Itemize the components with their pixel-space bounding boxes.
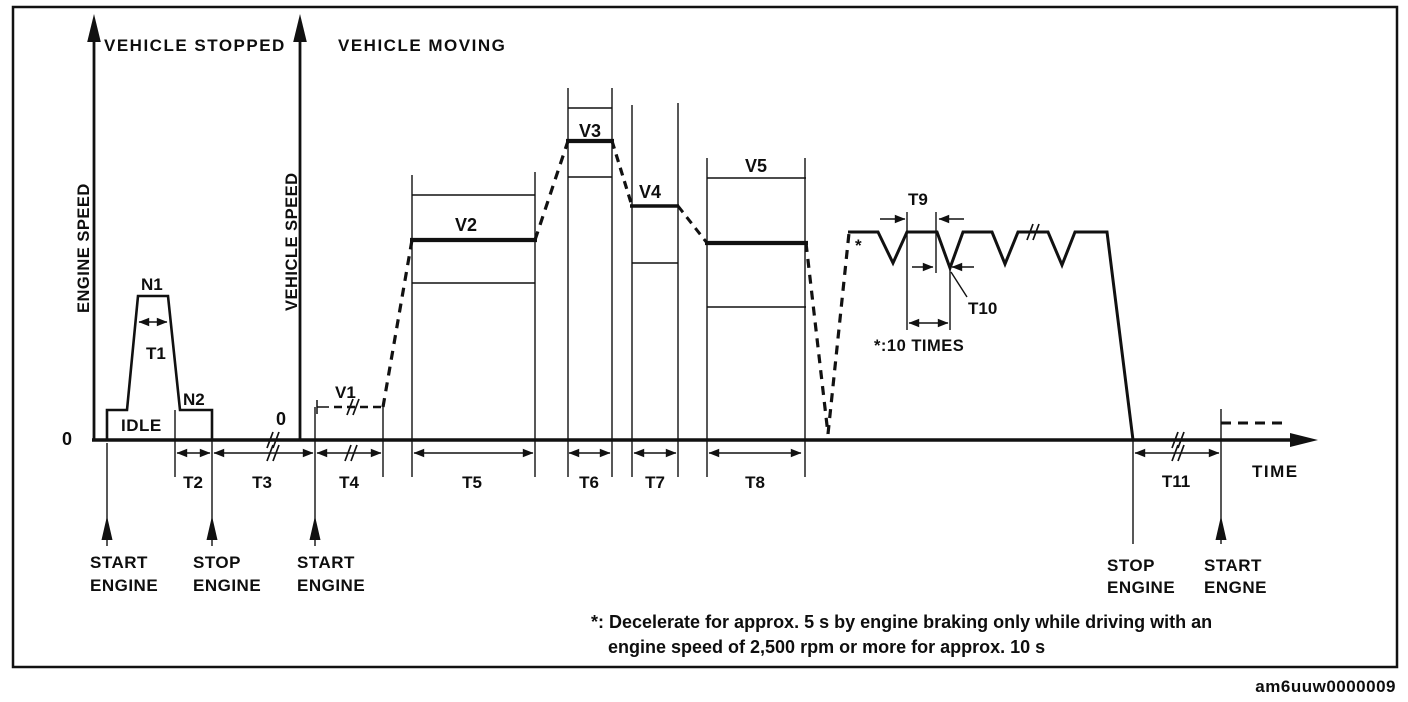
stop-engine-2-line2: ENGINE — [1107, 578, 1175, 597]
dimension-arrows — [138, 317, 1220, 458]
engine-speed-axis-arrow-icon — [87, 14, 101, 42]
start-engine-2-line1: START — [297, 553, 355, 572]
break-mark-strokes — [266, 223, 1185, 462]
event-labels: START ENGINE STOP ENGINE START ENGINE ST… — [90, 553, 1267, 597]
n2-label: N2 — [183, 390, 205, 409]
t9-label: T9 — [908, 190, 928, 209]
t1-label: T1 — [146, 344, 166, 363]
start-engine-3-line1: START — [1204, 556, 1262, 575]
braking-dimension-detail — [880, 212, 974, 330]
start-engine-1-line1: START — [90, 553, 148, 572]
figure-code: am6uuw0000009 — [1255, 677, 1396, 696]
engine-braking-zigzag — [848, 230, 1135, 441]
start-engine-3-line2: ENGNE — [1204, 578, 1267, 597]
t6-label: T6 — [579, 473, 599, 492]
v1-level-tick — [316, 400, 329, 414]
vehicle-speed-axis-arrow-icon — [293, 14, 307, 42]
engine-axis-origin-label: 0 — [62, 429, 72, 449]
t5-label: T5 — [462, 473, 482, 492]
t9-t10-tick-lines — [906, 212, 951, 330]
engine-speed-axis-label: ENGINE SPEED — [75, 183, 93, 313]
engine-speed-trace — [105, 294, 214, 440]
t3-label: T3 — [252, 473, 272, 492]
idle-label: IDLE — [121, 416, 162, 435]
stop-engine-1-line2: ENGINE — [193, 576, 261, 595]
footnote-line2: engine speed of 2,500 rpm or more for ap… — [608, 637, 1045, 657]
tolerance-band-lines — [412, 107, 806, 308]
v3-label: V3 — [579, 121, 601, 141]
ten-times-note-label: *:10 TIMES — [874, 337, 964, 355]
stop-engine-2-line1: STOP — [1107, 556, 1155, 575]
t10-leader-line — [950, 271, 968, 298]
t8-label: T8 — [745, 473, 765, 492]
n1-label: N1 — [141, 275, 163, 294]
time-axis-arrow-icon — [1290, 433, 1318, 447]
v4-label: V4 — [639, 182, 661, 202]
start-engine-2-line2: ENGINE — [297, 576, 365, 595]
vehicle-moving-label: VEHICLE MOVING — [338, 36, 506, 55]
vehicle-speed-trace — [316, 138, 1288, 441]
break-marks — [266, 223, 1185, 462]
decel-dashed-to-zero — [804, 242, 830, 435]
vehicle-stopped-label: VEHICLE STOPPED — [104, 36, 286, 55]
braking-asterisk-marker: * — [855, 236, 862, 255]
event-indicator-lines — [106, 407, 1222, 546]
time-axis-label: TIME — [1252, 462, 1299, 481]
accel-dashed-v2-v3 — [533, 140, 570, 241]
interval-boundary-lines — [174, 88, 806, 477]
v5-label: V5 — [745, 156, 767, 176]
decel-dashed-v4-v5 — [676, 205, 709, 244]
v1-label: V1 — [335, 383, 356, 402]
figure-border — [11, 5, 1399, 669]
t4-label: T4 — [339, 473, 359, 492]
decel-dashed-v3-v4 — [610, 140, 634, 207]
start-engine-1-line2: ENGINE — [90, 576, 158, 595]
stop-engine-1-line1: STOP — [193, 553, 241, 572]
v2-label: V2 — [455, 215, 477, 235]
t11-label: T11 — [1162, 472, 1190, 491]
vehicle-axis-origin-label: 0 — [276, 409, 286, 429]
event-up-arrow-icons — [101, 516, 1227, 540]
t2-label: T2 — [183, 473, 203, 492]
axes-group — [87, 14, 1318, 447]
vehicle-speed-axis-label: VEHICLE SPEED — [283, 172, 301, 311]
t7-label: T7 — [645, 473, 665, 492]
t10-label: T10 — [968, 299, 997, 318]
accel-dashed-v1-v2 — [381, 239, 414, 408]
accel-dashed-to-braking — [826, 232, 851, 435]
footnote-line1: *: Decelerate for approx. 5 s by engine … — [591, 612, 1212, 632]
